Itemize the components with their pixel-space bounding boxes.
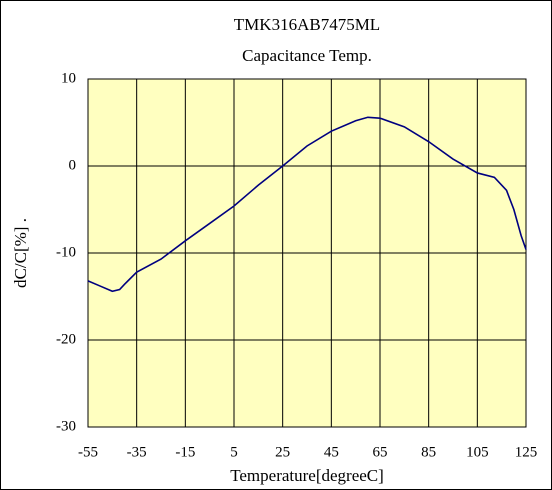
x-tick-label: 85 [421,444,436,460]
y-tick-label: 10 [61,70,76,86]
x-tick-label: -35 [127,444,147,460]
x-tick-label: 25 [275,444,290,460]
x-tick-label: -55 [78,444,98,460]
y-tick-label: -30 [56,418,76,434]
x-tick-label: 5 [230,444,238,460]
x-axis-label: Temperature[degreeC] [230,466,384,485]
plot-border [87,78,527,428]
y-tick-label: -10 [56,244,76,260]
y-tick-label: -20 [56,331,76,347]
x-tick-label: 125 [515,444,538,460]
x-tick-label: 45 [324,444,339,460]
y-tick-label: 0 [69,157,77,173]
x-tick-label: -15 [175,444,195,460]
x-tick-label: 105 [466,444,489,460]
chart-subtitle: Capacitance Temp. [242,46,372,65]
x-tick-label: 65 [373,444,388,460]
chart-title: TMK316AB7475ML [234,15,380,34]
data-line [87,116,527,293]
y-axis-label: dC/C[%] . [11,218,30,288]
